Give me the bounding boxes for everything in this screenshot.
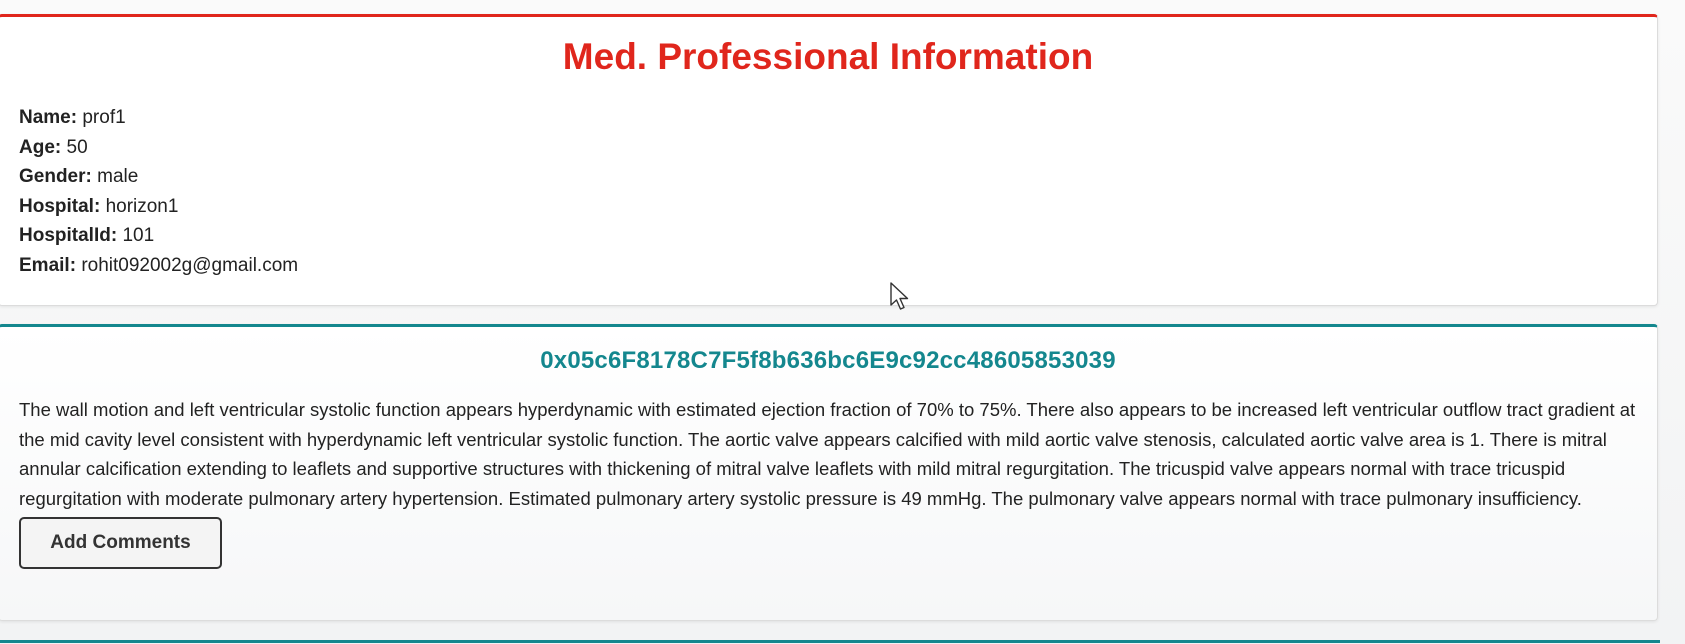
info-label: Age: (19, 136, 62, 158)
mouse-pointer-icon (890, 282, 909, 310)
info-hospital: Hospital: horizon1 (19, 192, 1637, 222)
info-gender: Gender: male (19, 162, 1637, 192)
add-comments-button[interactable]: Add Comments (19, 517, 222, 569)
info-value: prof1 (82, 107, 126, 128)
info-value: rohit092002g@gmail.com (81, 254, 299, 276)
info-label: Hospital: (19, 195, 101, 217)
info-value: 50 (66, 136, 88, 158)
info-name: Name: prof1 (19, 103, 1637, 133)
info-label: Email: (19, 254, 77, 276)
info-label: Gender: (19, 166, 92, 187)
report-card: 0x05c6F8178C7F5f8b636bc6E9c92cc486058530… (0, 324, 1658, 621)
report-address: 0x05c6F8178C7F5f8b636bc6E9c92cc486058530… (540, 347, 1116, 374)
info-label: Name: (19, 107, 78, 128)
info-value: horizon1 (105, 195, 179, 217)
info-value: 101 (122, 225, 155, 246)
professional-info-title: Med. Professional Information (562, 36, 1094, 77)
info-value: male (97, 166, 139, 187)
info-email: Email: rohit092002g@gmail.com (19, 251, 1637, 281)
info-label: HospitalId: (19, 225, 118, 246)
report-text: The wall motion and left ventricular sys… (19, 399, 1636, 509)
info-hospital-id: HospitalId: 101 (19, 221, 1637, 251)
info-age: Age: 50 (19, 133, 1637, 163)
next-card-edge (0, 640, 1660, 644)
professional-info-card: Med. Professional Information Name: prof… (0, 14, 1658, 306)
